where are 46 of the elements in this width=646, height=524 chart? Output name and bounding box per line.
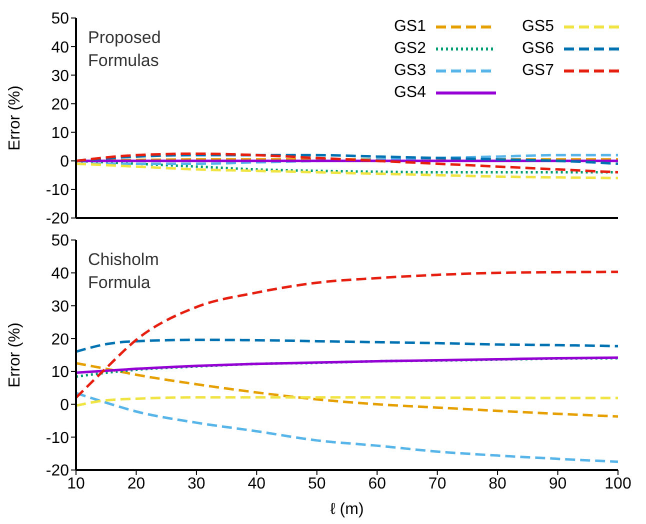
line-series <box>76 356 618 374</box>
y-tick-label: -20 <box>46 462 70 480</box>
y-tick-label: 20 <box>51 331 70 348</box>
legend-label: GS4 <box>394 84 426 102</box>
y-tick-label: 0 <box>60 396 70 414</box>
annotation: Chisholm Formula <box>88 249 160 294</box>
x-tick-label: 40 <box>248 475 266 492</box>
line-series <box>76 392 618 464</box>
legend-label: GS3 <box>394 62 426 80</box>
y-axis-title: Error (%) <box>6 322 24 388</box>
y-tick-label: 50 <box>51 10 70 28</box>
y-tick-label: -10 <box>46 430 70 447</box>
y-tick-label: 50 <box>51 232 70 250</box>
x-tick-label: 100 <box>604 475 632 492</box>
line-series <box>76 152 618 174</box>
line-series <box>76 270 618 399</box>
x-tick-label: 90 <box>548 475 567 492</box>
x-tick-label: 20 <box>127 475 146 492</box>
x-tick-label: 30 <box>188 475 206 492</box>
legend-label: GS5 <box>522 18 554 36</box>
line-series <box>76 154 618 165</box>
y-axis-title: Error (%) <box>6 86 24 150</box>
line-series <box>76 396 618 407</box>
x-tick-label: 80 <box>488 475 507 492</box>
y-tick-label: 10 <box>51 364 70 382</box>
annotation: Proposed Formulas <box>88 27 162 72</box>
legend-label: GS7 <box>522 62 554 80</box>
legend-label: GS6 <box>522 40 554 58</box>
y-tick-label: 10 <box>51 124 70 142</box>
x-axis-title: ℓ (m) <box>330 501 364 518</box>
y-tick-label: 0 <box>60 154 70 171</box>
y-tick-label: 30 <box>51 298 70 316</box>
line-series <box>76 338 618 353</box>
y-tick-label: 20 <box>51 96 70 114</box>
y-tick-label: 40 <box>51 266 70 283</box>
x-tick-label: 50 <box>308 475 326 492</box>
y-tick-label: -20 <box>46 210 70 228</box>
line-series <box>76 362 618 418</box>
x-tick-label: 60 <box>368 475 386 492</box>
legend-label: GS1 <box>394 18 426 36</box>
x-tick-label: 70 <box>428 475 446 492</box>
y-tick-label: -10 <box>46 182 70 200</box>
line-series <box>76 162 618 180</box>
y-tick-label: 40 <box>51 39 70 56</box>
legend-label: GS2 <box>394 40 426 58</box>
y-tick-label: 30 <box>51 68 70 85</box>
